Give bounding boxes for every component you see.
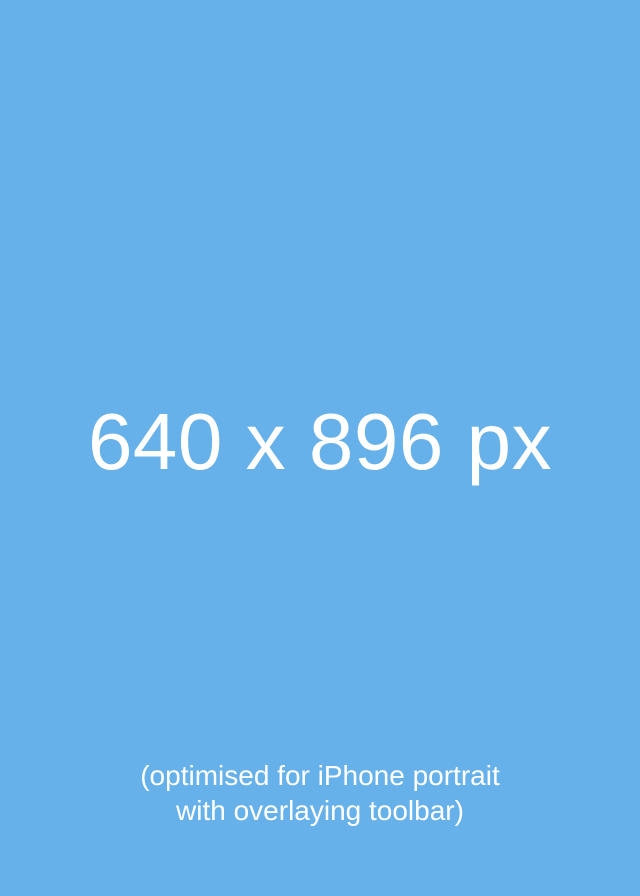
caption-line-2: with overlaying toolbar) — [176, 795, 464, 826]
caption-block: (optimised for iPhone portrait with over… — [0, 758, 640, 828]
caption-line-1: (optimised for iPhone portrait — [140, 760, 500, 791]
dimension-label: 640 x 896 px — [87, 397, 553, 486]
